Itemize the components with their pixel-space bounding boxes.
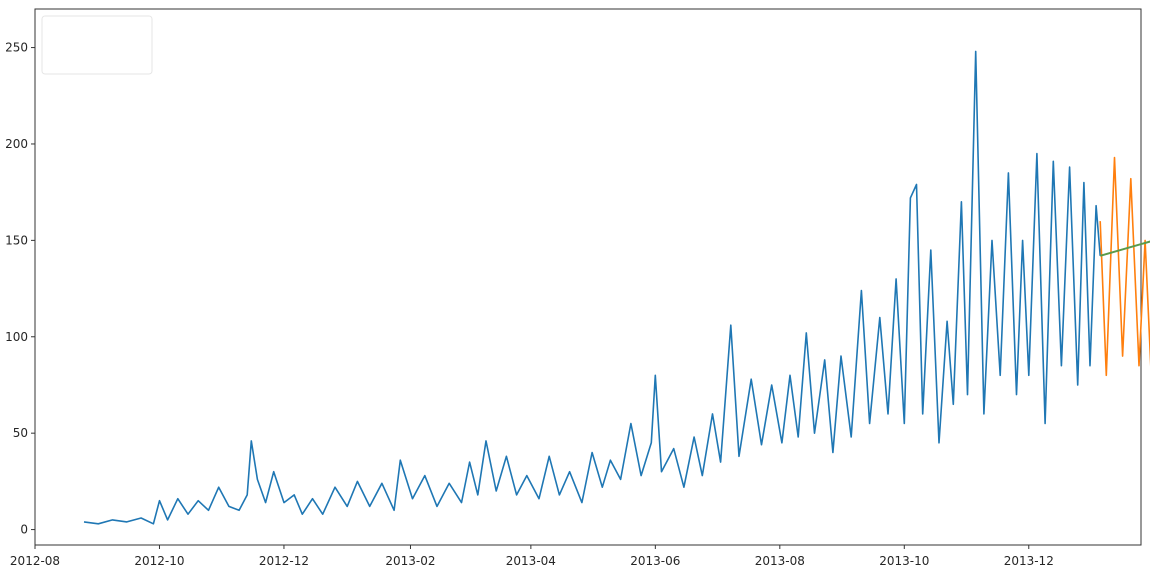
series-line-2 [1099, 156, 1150, 377]
y-tick-label: 100 [5, 330, 28, 344]
x-tick-label: 2013-10 [879, 554, 929, 568]
series-line-1 [83, 50, 1101, 525]
x-tick-label: 2013-02 [385, 554, 435, 568]
y-tick-label: 150 [5, 233, 28, 247]
y-tick-label: 0 [20, 523, 28, 537]
legend-frame [41, 15, 153, 75]
legend [41, 15, 153, 75]
series-line-3 [1099, 240, 1150, 257]
y-axis: 0 50 100 150 200 250 [5, 41, 35, 537]
y-tick-label: 250 [5, 41, 28, 55]
series-layer [83, 50, 1150, 525]
x-tick-label: 2012-12 [259, 554, 309, 568]
x-tick-label: 2012-08 [10, 554, 60, 568]
plot-area [34, 8, 1142, 546]
x-tick-label: 2012-10 [134, 554, 184, 568]
x-tick-label: 2013-04 [506, 554, 556, 568]
x-tick-label: 2013-12 [1004, 554, 1054, 568]
x-tick-label: 2013-06 [630, 554, 680, 568]
y-tick-label: 200 [5, 137, 28, 151]
y-tick-label: 50 [13, 426, 28, 440]
x-axis: 2012-08 2012-10 2012-12 2013-02 2013-04 2013-… [10, 545, 1054, 568]
x-tick-label: 2013-08 [755, 554, 805, 568]
